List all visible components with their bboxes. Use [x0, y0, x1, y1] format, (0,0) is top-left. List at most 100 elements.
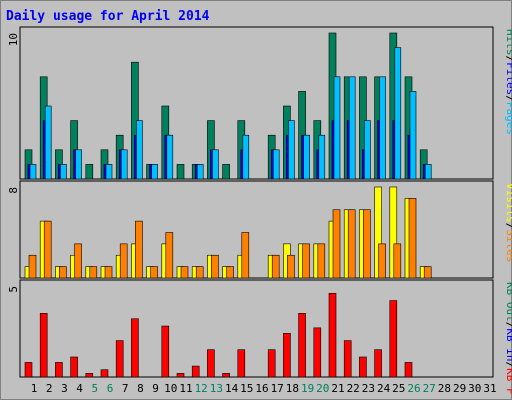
y-max-label: 5: [7, 286, 20, 293]
bar-pages: [333, 76, 341, 180]
day-label: 7: [122, 382, 129, 395]
day-label: 26: [407, 382, 420, 395]
day-label: 14: [225, 382, 239, 395]
legend-separator: /: [504, 322, 512, 329]
day-label: 5: [91, 382, 98, 395]
bar-kbytes: [131, 318, 139, 378]
bar-sites: [363, 209, 371, 279]
bar-hits: [176, 164, 185, 180]
bar-sites: [180, 266, 189, 279]
bar-pages: [379, 76, 386, 180]
bar-sites: [408, 198, 417, 279]
bar-pages: [151, 164, 158, 180]
panel-visits: [19, 180, 494, 279]
legend-entry: KB In: [504, 328, 512, 361]
bar-kbytes: [328, 292, 337, 378]
bar-sites: [211, 254, 219, 279]
bar-sites: [302, 243, 310, 279]
bar-pages: [120, 149, 128, 180]
bar-kbytes: [176, 373, 185, 378]
bar-kbytes: [222, 373, 230, 378]
day-label: 1: [31, 382, 38, 395]
bar-sites: [332, 209, 341, 279]
bar-kbytes: [359, 356, 367, 378]
bar-sites: [28, 254, 37, 279]
day-label: 13: [210, 382, 223, 395]
bar-kbytes: [39, 312, 48, 378]
day-label: 15: [240, 382, 253, 395]
bar-kbytes: [207, 349, 215, 378]
day-label: 6: [107, 382, 114, 395]
legend-entry: Pages: [504, 102, 512, 135]
bar-kbytes: [298, 312, 306, 378]
day-label: 29: [453, 382, 466, 395]
bar-sites: [241, 232, 250, 279]
day-label: 16: [255, 382, 268, 395]
day-label: 11: [179, 382, 192, 395]
bar-sites: [287, 254, 295, 279]
bar-kbytes: [100, 369, 109, 378]
bar-kbytes: [313, 327, 322, 378]
bar-kbytes: [115, 340, 124, 378]
bar-sites: [74, 243, 82, 279]
day-label: 28: [438, 382, 451, 395]
y-max-label: 10: [7, 33, 20, 46]
bar-pages: [212, 149, 219, 180]
bar-kbytes: [283, 333, 291, 378]
day-label: 20: [316, 382, 329, 395]
bar-kbytes: [404, 362, 413, 378]
bar-pages: [60, 164, 67, 180]
bar-sites: [317, 243, 326, 279]
bar-kbytes: [55, 362, 63, 378]
bar-sites: [347, 209, 356, 279]
bar-pages: [303, 134, 310, 180]
bar-pages: [394, 47, 402, 180]
bar-pages: [166, 134, 174, 180]
bar-visits: [389, 186, 398, 279]
bar-pages: [272, 149, 280, 180]
bar-sites: [393, 243, 402, 279]
bar-kbytes: [267, 349, 276, 378]
bar-kbytes: [24, 362, 33, 378]
bar-hits: [222, 164, 230, 180]
legend-separator: /: [504, 223, 512, 230]
bar-sites: [271, 254, 280, 279]
bar-kbytes: [85, 373, 94, 378]
day-label: 22: [347, 382, 360, 395]
day-label: 21: [331, 382, 344, 395]
day-label: 24: [377, 382, 391, 395]
bar-visits: [374, 186, 382, 279]
bar-sites: [43, 220, 52, 279]
bar-sites: [119, 243, 128, 279]
day-label: 2: [46, 382, 53, 395]
bar-pages: [318, 134, 326, 180]
bar-pages: [44, 105, 52, 180]
bar-pages: [136, 120, 143, 180]
day-label: 25: [392, 382, 405, 395]
bar-kbytes: [237, 349, 246, 378]
legend-entry: Sites: [504, 229, 512, 262]
day-label: 23: [362, 382, 375, 395]
bar-pages: [364, 120, 371, 180]
bar-sites: [165, 232, 174, 279]
legend-separator: /: [504, 362, 512, 369]
day-label: 18: [286, 382, 299, 395]
bar-kbytes: [343, 340, 352, 378]
legend-entry: KB Out: [504, 282, 512, 322]
bar-kbytes: [191, 365, 200, 378]
bar-sites: [423, 266, 432, 279]
bar-pages: [105, 164, 113, 180]
legend-entry: Hits: [504, 29, 512, 56]
legend-entry: Files: [504, 62, 512, 95]
bar-pages: [29, 164, 37, 180]
bar-pages: [288, 120, 295, 180]
bar-sites: [226, 266, 234, 279]
bar-pages: [242, 134, 250, 180]
bar-kbytes: [70, 356, 78, 378]
bar-pages: [424, 164, 432, 180]
bar-pages: [196, 164, 204, 180]
series-legend: Hits/Files/Pages: [504, 29, 512, 135]
legend-entry: KB F: [504, 368, 512, 395]
